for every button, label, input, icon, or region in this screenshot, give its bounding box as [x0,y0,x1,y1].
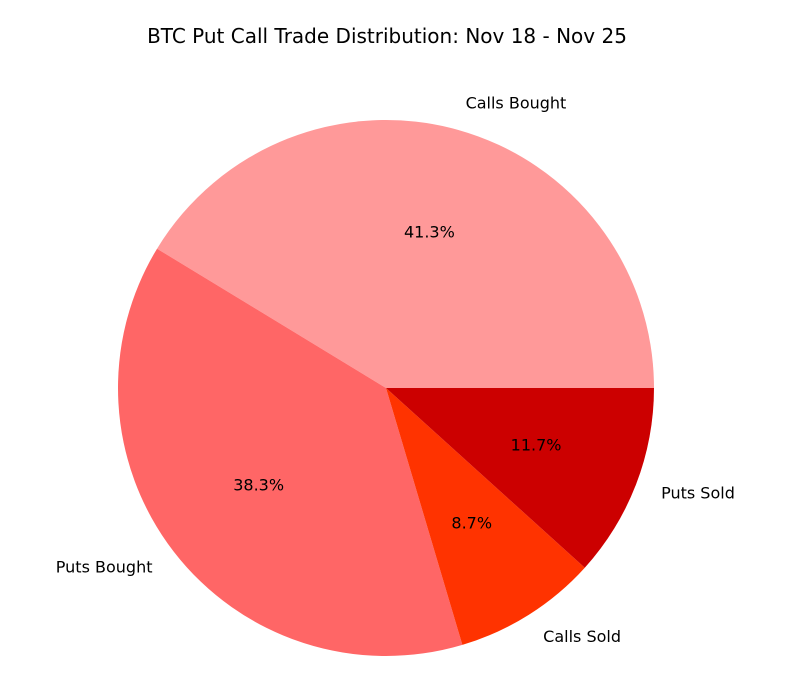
slice-label-puts-sold: Puts Sold [661,483,735,502]
chart-title: BTC Put Call Trade Distribution: Nov 18 … [147,24,627,48]
slice-labels: Calls Bought Puts Bought Calls Sold Puts So… [56,94,735,646]
percent-label-puts-sold: 11.7% [511,435,562,454]
slice-label-calls-bought: Calls Bought [466,94,567,113]
pie-slices [118,119,654,656]
slice-label-puts-bought: Puts Bought [56,557,153,576]
percent-labels: 41.3% 38.3% 8.7% 11.7% [233,223,561,533]
pie-slice-calls-sold [386,388,585,645]
percent-label-calls-bought: 41.3% [404,223,455,242]
pie-slice-puts-bought [118,248,463,656]
pie-slice-calls-bought [157,119,654,389]
percent-label-calls-sold: 8.7% [451,514,492,533]
percent-label-puts-bought: 38.3% [233,476,284,495]
slice-label-calls-sold: Calls Sold [543,627,621,646]
pie-slice-puts-sold [386,388,654,568]
